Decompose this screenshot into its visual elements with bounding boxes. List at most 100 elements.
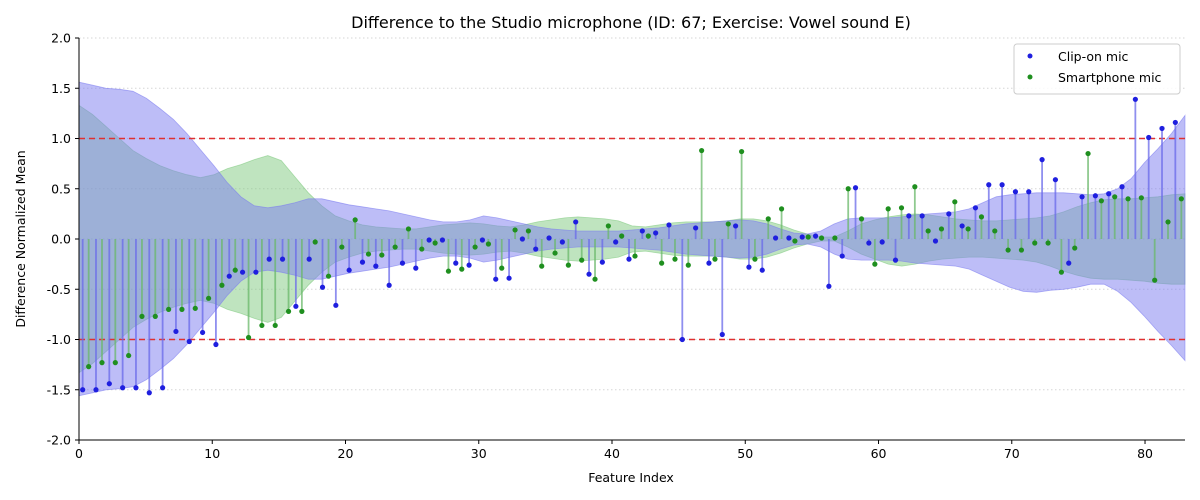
point-phone-43 [659, 260, 665, 266]
point-phone-79 [1138, 195, 1144, 201]
y-tick-label-6: 1.0 [51, 131, 71, 146]
point-phone-38 [592, 276, 598, 282]
point-phone-82 [1178, 196, 1184, 202]
point-phone-70 [1018, 247, 1025, 253]
point-phone-5 [152, 313, 158, 319]
point-clip-25 [413, 265, 419, 271]
point-clip-23 [386, 282, 392, 288]
point-clip-21 [359, 259, 366, 265]
point-phone-31 [499, 265, 505, 271]
point-clip-66 [959, 223, 965, 229]
point-clip-30 [479, 237, 486, 243]
point-phone-10 [219, 282, 225, 288]
point-phone-76 [1098, 198, 1104, 204]
point-clip-27 [439, 237, 446, 243]
point-phone-45 [685, 262, 691, 268]
point-clip-80 [1146, 134, 1152, 141]
point-clip-47 [706, 260, 712, 266]
point-phone-72 [1045, 240, 1051, 246]
point-phone-51 [765, 216, 771, 222]
point-clip-32 [506, 275, 512, 281]
band-clip [78, 81, 1186, 397]
point-clip-60 [879, 239, 885, 245]
point-clip-78 [1119, 184, 1125, 190]
point-phone-55 [818, 235, 825, 241]
point-clip-72 [1039, 157, 1045, 163]
x-tick-label-0: 0 [75, 446, 83, 461]
x-tick-label-5: 50 [737, 446, 753, 461]
confidence-bands [78, 81, 1186, 397]
stems [81, 99, 1183, 393]
point-phone-49 [739, 148, 745, 155]
point-clip-40 [613, 239, 619, 245]
point-phone-4 [139, 313, 145, 319]
point-clip-41 [626, 256, 632, 262]
y-ticks: -2.0 -1.5 -1.0 -0.5 0.0 0.5 1.0 1.5 2.0 [47, 31, 79, 448]
legend: Clip-on mic Smartphone mic [1013, 43, 1181, 95]
point-clip-12 [239, 269, 246, 275]
point-phone-67 [978, 214, 985, 220]
point-phone-22 [379, 252, 385, 258]
point-phone-41 [632, 253, 638, 259]
point-clip-49 [733, 223, 739, 229]
point-phone-28 [459, 266, 465, 272]
point-phone-58 [858, 216, 865, 222]
point-phone-66 [965, 226, 971, 232]
point-clip-11 [226, 273, 232, 279]
point-phone-2 [112, 360, 118, 366]
point-phone-73 [1058, 269, 1065, 275]
legend-label-phone: Smartphone mic [1058, 70, 1162, 85]
point-phone-8 [192, 305, 198, 311]
point-phone-23 [392, 244, 398, 250]
point-clip-69 [999, 182, 1005, 188]
point-clip-76 [1092, 193, 1098, 199]
point-phone-68 [992, 228, 998, 234]
point-phone-20 [352, 217, 358, 223]
point-phone-19 [339, 244, 345, 250]
point-clip-46 [693, 225, 699, 231]
point-clip-33 [519, 236, 525, 242]
point-clip-54 [799, 234, 805, 240]
point-clip-74 [1066, 260, 1072, 266]
point-clip-13 [253, 269, 259, 275]
point-clip-43 [653, 230, 659, 236]
point-phone-26 [432, 240, 438, 246]
point-phone-7 [179, 306, 185, 312]
x-axis-label: Feature Index [588, 470, 674, 485]
chart-title: Difference to the Studio microphone (ID:… [351, 13, 911, 32]
point-phone-74 [1072, 245, 1078, 251]
point-clip-39 [599, 259, 605, 265]
point-clip-35 [546, 235, 552, 241]
y-tick-label-7: 1.5 [51, 81, 71, 96]
point-clip-44 [666, 222, 672, 228]
data-points [80, 96, 1184, 396]
x-tick-label-8: 80 [1137, 446, 1153, 461]
point-phone-63 [925, 228, 931, 234]
point-clip-38 [586, 271, 592, 277]
point-clip-56 [826, 283, 832, 289]
point-clip-79 [1132, 96, 1138, 102]
point-clip-1 [93, 387, 99, 393]
point-clip-58 [852, 185, 859, 191]
point-clip-59 [866, 240, 872, 246]
point-clip-16 [293, 303, 299, 309]
point-clip-2 [106, 381, 112, 387]
point-phone-36 [565, 262, 571, 268]
point-clip-61 [892, 257, 899, 263]
point-clip-29 [466, 262, 472, 268]
point-phone-34 [539, 263, 545, 269]
point-clip-64 [932, 238, 939, 244]
point-phone-44 [672, 256, 678, 262]
point-clip-20 [346, 267, 352, 273]
point-clip-6 [160, 385, 166, 391]
point-clip-15 [279, 256, 286, 262]
point-phone-59 [872, 261, 878, 267]
point-clip-51 [759, 267, 765, 273]
point-phone-13 [259, 322, 265, 329]
point-clip-9 [199, 329, 206, 336]
point-phone-21 [365, 251, 372, 257]
point-phone-3 [126, 352, 132, 359]
point-clip-70 [1012, 189, 1019, 195]
point-clip-22 [373, 263, 379, 269]
